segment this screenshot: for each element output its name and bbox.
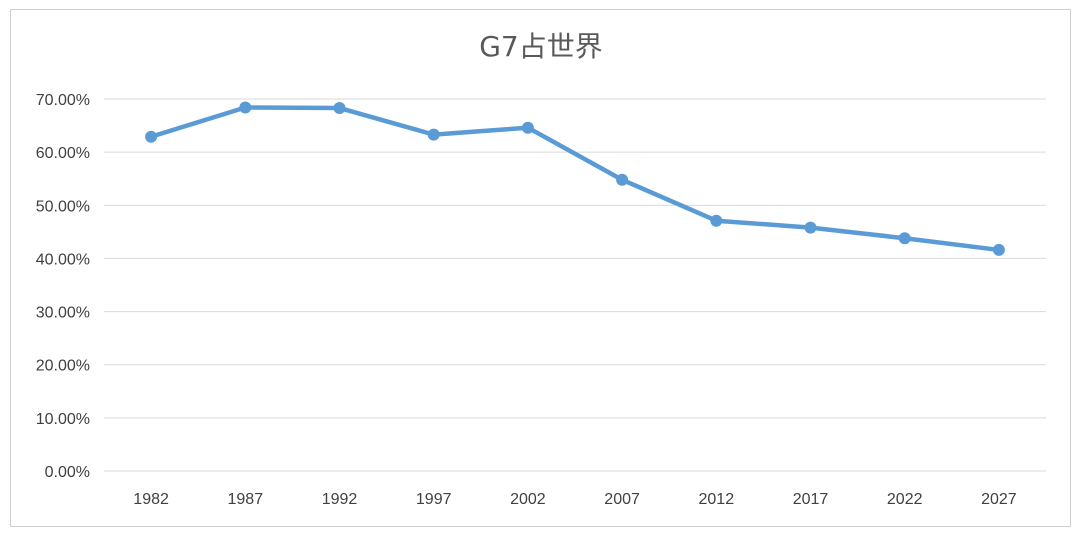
x-tick-label: 2027 (981, 491, 1017, 508)
series-line (148, 105, 1002, 253)
y-tick-label: 50.00% (36, 198, 90, 215)
data-point (427, 128, 440, 141)
data-point (616, 173, 629, 186)
y-axis-ticks: 0.00% 10.00% 20.00% 30.00% 40.00% 50.00% 60.00… (36, 92, 90, 481)
x-tick-label: 1992 (322, 491, 358, 508)
y-tick-label: 40.00% (36, 251, 90, 268)
gridlines (104, 98, 1046, 472)
x-tick-label: 2002 (510, 491, 546, 508)
x-tick-label: 1997 (416, 491, 452, 508)
data-point (239, 101, 252, 114)
data-point (333, 102, 346, 115)
data-point (710, 214, 723, 227)
data-point (898, 232, 911, 245)
y-tick-label: 0.00% (45, 464, 90, 481)
x-tick-label: 2012 (699, 491, 735, 508)
x-tick-label: 2017 (793, 491, 829, 508)
data-point (145, 130, 158, 143)
x-tick-label: 2022 (887, 491, 923, 508)
y-tick-label: 20.00% (36, 358, 90, 375)
y-tick-label: 70.00% (36, 92, 90, 109)
y-tick-label: 10.00% (36, 411, 90, 428)
y-tick-label: 60.00% (36, 145, 90, 162)
chart-frame (10, 9, 1071, 527)
x-tick-label: 2007 (604, 491, 640, 508)
y-tick-label: 30.00% (36, 305, 90, 322)
chart-title: G7占世界 (479, 30, 603, 63)
x-tick-label: 1982 (133, 491, 169, 508)
data-point (992, 243, 1005, 256)
x-tick-label: 1987 (228, 491, 264, 508)
data-point (521, 121, 534, 134)
data-point (804, 221, 817, 234)
x-axis-ticks: 1982 1987 1992 1997 2002 2007 2012 2017 2022 2027 (133, 491, 1016, 508)
series-layer (145, 101, 1005, 256)
